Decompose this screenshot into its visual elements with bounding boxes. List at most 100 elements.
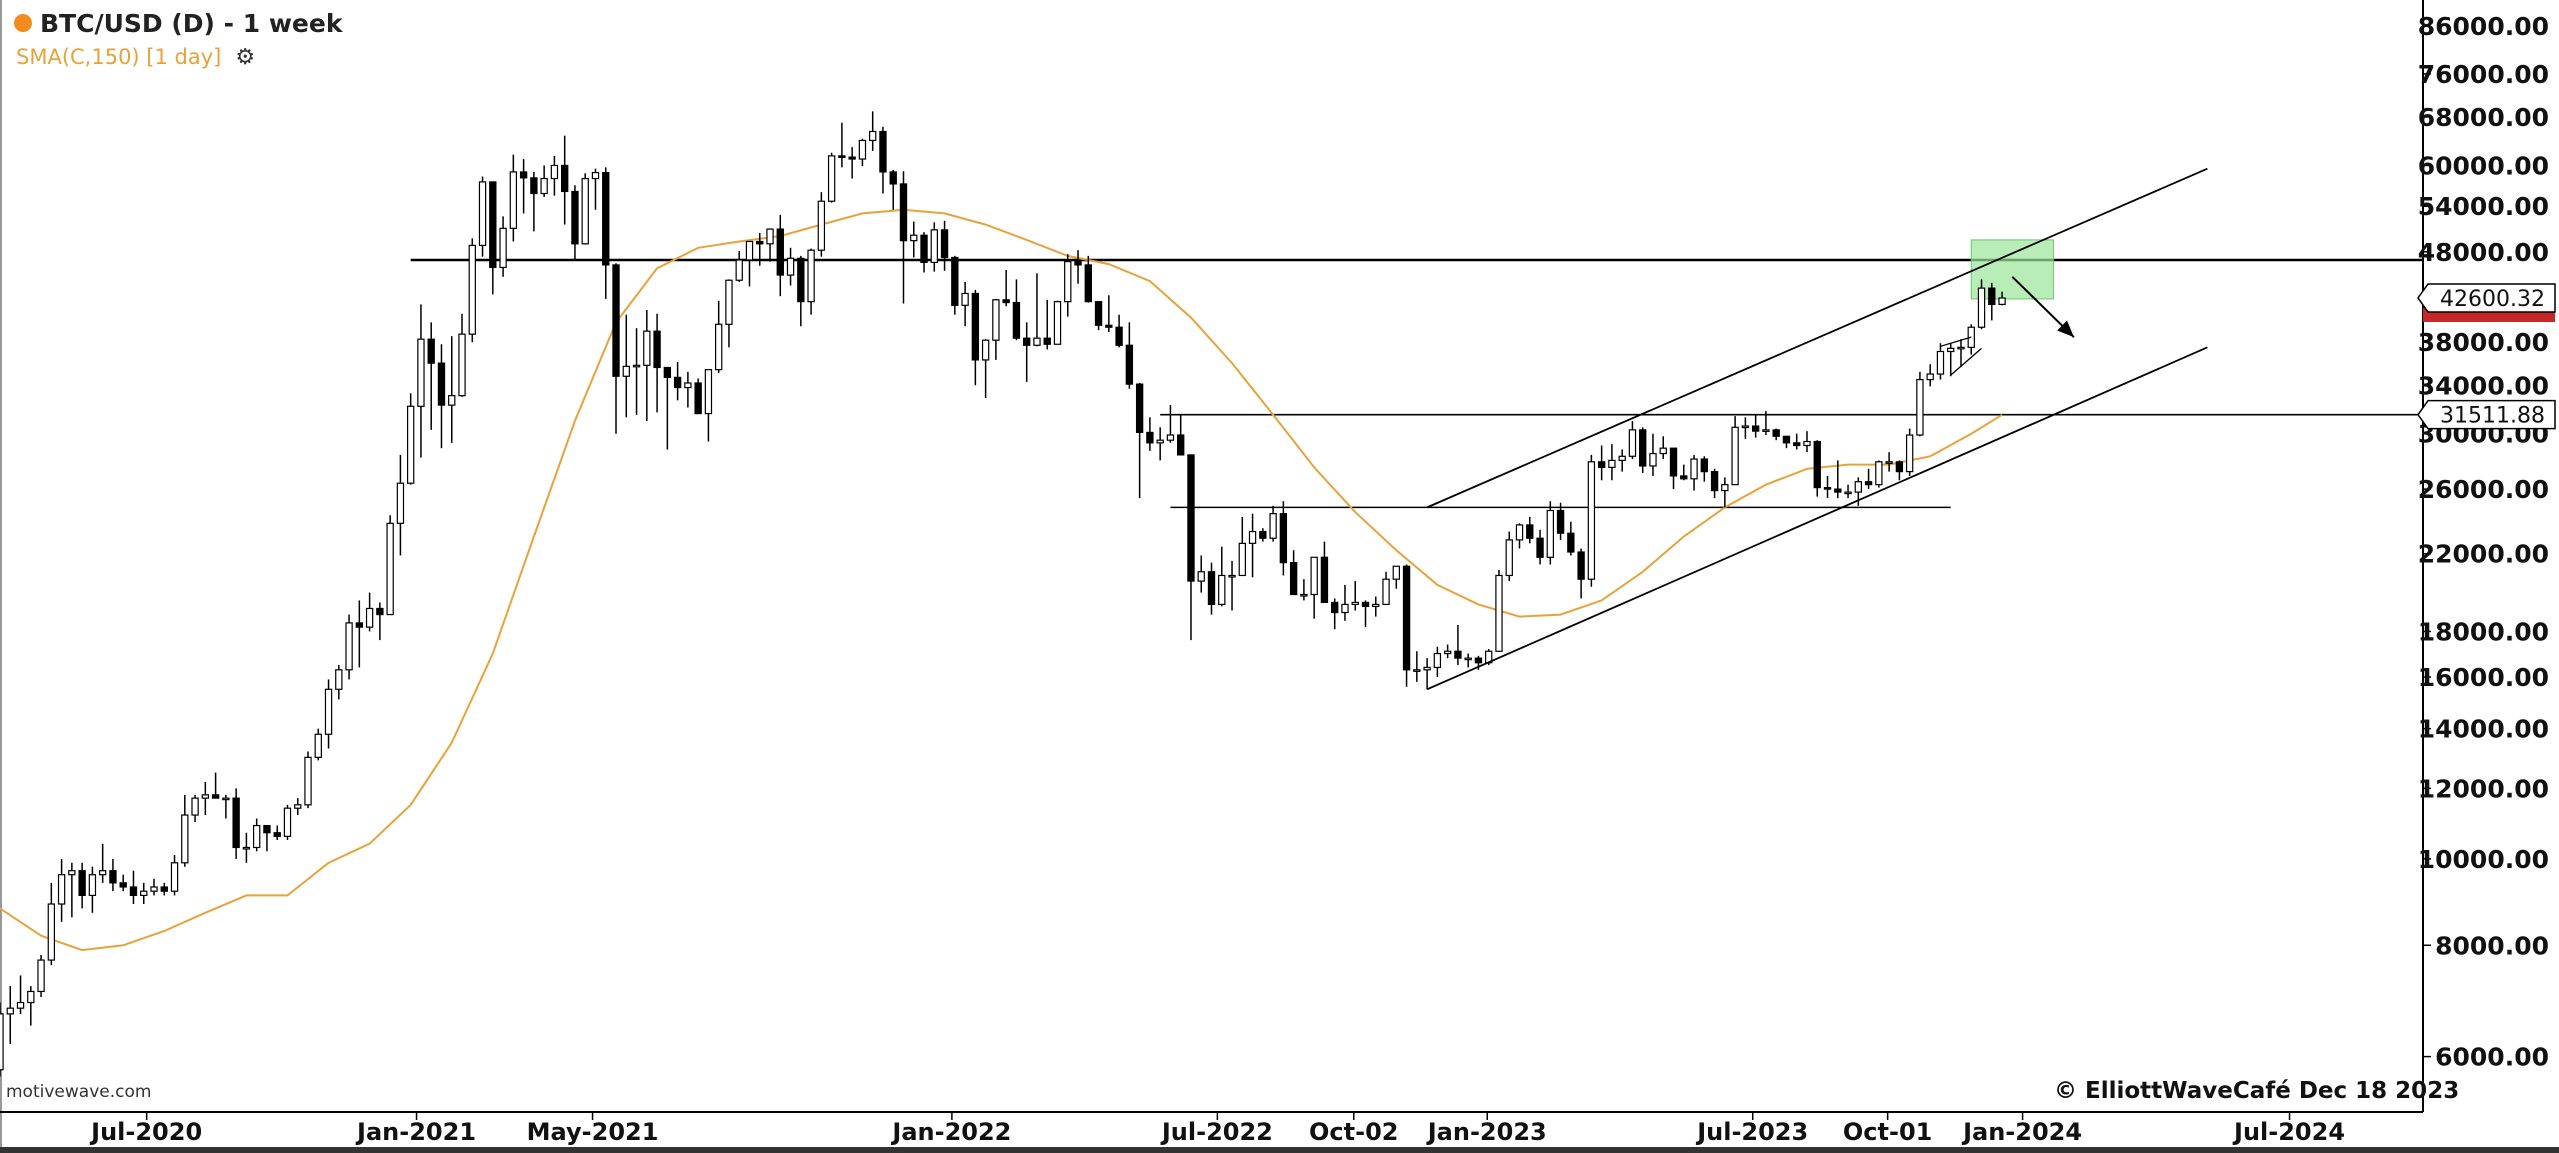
- candle[interactable]: [540, 165, 548, 198]
- candle[interactable]: [766, 228, 774, 262]
- candle[interactable]: [1546, 501, 1554, 565]
- candle[interactable]: [489, 181, 497, 295]
- candle[interactable]: [643, 309, 651, 422]
- candle[interactable]: [1731, 416, 1739, 486]
- candle[interactable]: [263, 824, 271, 852]
- candle[interactable]: [252, 818, 261, 852]
- candle[interactable]: [869, 111, 877, 151]
- candle[interactable]: [478, 176, 487, 257]
- candle[interactable]: [1115, 314, 1123, 348]
- candle[interactable]: [889, 169, 897, 210]
- candle[interactable]: [170, 855, 179, 896]
- candle[interactable]: [1433, 646, 1442, 678]
- candle[interactable]: [858, 138, 867, 167]
- candle[interactable]: [951, 255, 959, 315]
- candle[interactable]: [1043, 299, 1051, 350]
- candle[interactable]: [1947, 343, 1955, 377]
- candle[interactable]: [1680, 464, 1688, 481]
- candle[interactable]: [324, 679, 333, 749]
- candle[interactable]: [704, 369, 713, 442]
- candle[interactable]: [673, 362, 682, 401]
- candle[interactable]: [314, 728, 322, 761]
- candle[interactable]: [27, 986, 35, 1026]
- candle[interactable]: [1577, 548, 1585, 599]
- candle[interactable]: [745, 240, 754, 287]
- candle[interactable]: [1228, 560, 1236, 611]
- candle[interactable]: [1341, 584, 1349, 621]
- candle[interactable]: [1331, 598, 1339, 630]
- level-price-badge[interactable]: 31511.88: [2417, 399, 2556, 430]
- candle[interactable]: [1238, 516, 1246, 577]
- candle[interactable]: [1916, 371, 1924, 437]
- candle[interactable]: [1012, 279, 1021, 341]
- candle[interactable]: [571, 185, 579, 260]
- candle[interactable]: [602, 167, 610, 299]
- candle[interactable]: [417, 304, 425, 458]
- candle[interactable]: [1710, 468, 1719, 499]
- candle[interactable]: [1813, 440, 1821, 497]
- candle[interactable]: [1669, 447, 1678, 490]
- candle[interactable]: [335, 665, 343, 700]
- candle[interactable]: [376, 602, 384, 641]
- candle[interactable]: [16, 975, 25, 1014]
- candle[interactable]: [129, 870, 138, 905]
- candle[interactable]: [920, 232, 928, 273]
- candle[interactable]: [1392, 565, 1400, 589]
- candle[interactable]: [1628, 421, 1637, 460]
- channel-upper-line[interactable]: [1426, 167, 2208, 509]
- candle[interactable]: [1957, 339, 1965, 367]
- candle[interactable]: [1885, 452, 1893, 472]
- candle[interactable]: [591, 168, 600, 210]
- candle[interactable]: [6, 986, 14, 1044]
- candle[interactable]: [181, 794, 189, 867]
- candle[interactable]: [57, 858, 66, 922]
- candle[interactable]: [1998, 291, 2006, 306]
- candle[interactable]: [427, 322, 435, 430]
- candle[interactable]: [879, 126, 887, 194]
- candle[interactable]: [1967, 324, 1975, 355]
- candle[interactable]: [1762, 411, 1770, 435]
- candle[interactable]: [940, 220, 949, 271]
- candle[interactable]: [1002, 269, 1010, 307]
- channel-lower-line[interactable]: [1426, 346, 2208, 691]
- candle[interactable]: [1690, 454, 1698, 491]
- candle[interactable]: [355, 600, 364, 668]
- candle[interactable]: [191, 794, 199, 823]
- candle[interactable]: [1505, 531, 1513, 582]
- candle[interactable]: [109, 858, 117, 892]
- candle[interactable]: [1361, 600, 1370, 628]
- candle[interactable]: [68, 862, 76, 918]
- candle[interactable]: [612, 263, 620, 434]
- candle[interactable]: [1803, 431, 1811, 453]
- candle[interactable]: [653, 313, 661, 413]
- candle[interactable]: [283, 804, 292, 841]
- candle[interactable]: [622, 314, 630, 418]
- candle[interactable]: [530, 171, 538, 232]
- candle[interactable]: [150, 878, 158, 896]
- candle[interactable]: [1659, 436, 1667, 460]
- candle[interactable]: [78, 862, 86, 909]
- candle[interactable]: [776, 214, 784, 297]
- candle[interactable]: [786, 247, 795, 286]
- candle[interactable]: [1526, 516, 1534, 544]
- candle[interactable]: [1700, 456, 1708, 482]
- candle[interactable]: [437, 344, 446, 449]
- candle[interactable]: [386, 515, 394, 616]
- candle[interactable]: [1156, 427, 1164, 461]
- candle[interactable]: [1772, 428, 1780, 441]
- candle[interactable]: [735, 250, 743, 282]
- candle[interactable]: [1310, 556, 1318, 619]
- candle[interactable]: [838, 122, 846, 168]
- candle[interactable]: [160, 882, 168, 896]
- candle[interactable]: [1023, 322, 1031, 382]
- gear-icon[interactable]: ⚙: [235, 44, 256, 70]
- candle[interactable]: [1649, 433, 1657, 476]
- candle[interactable]: [1300, 579, 1308, 601]
- candle[interactable]: [1064, 254, 1072, 317]
- candle[interactable]: [294, 798, 302, 816]
- candle[interactable]: [1197, 555, 1205, 593]
- candle[interactable]: [1844, 484, 1852, 499]
- candle[interactable]: [1567, 521, 1575, 556]
- candle[interactable]: [1454, 625, 1462, 666]
